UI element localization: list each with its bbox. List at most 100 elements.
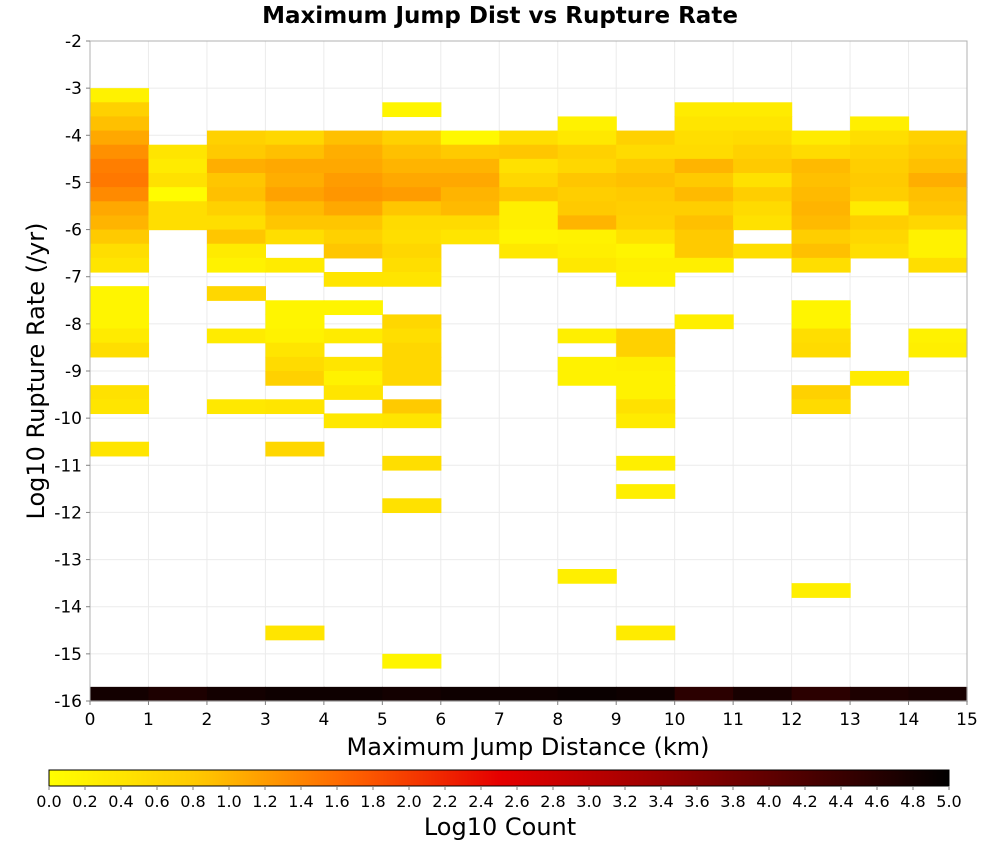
heatmap-cell bbox=[265, 300, 325, 316]
colorbar-ticks: 0.0 0.2 0.4 0.6 0.8 1.0 1.2 1.4 1.6 1.8 2.0 2.2 2.4 2… bbox=[36, 786, 962, 811]
heatmap-cell bbox=[908, 243, 968, 259]
heatmap-cell bbox=[616, 328, 676, 344]
heatmap-cell bbox=[616, 158, 676, 174]
colorbar-tick-label: 1.4 bbox=[288, 792, 313, 811]
heatmap-cell bbox=[265, 201, 325, 217]
heatmap-cell bbox=[499, 229, 559, 245]
y-axis-ticks: -2 -3 -4 -5 -6 -7 -8 -9 -10 -11 -12 -13 -14 -15 -16 bbox=[54, 32, 90, 712]
heatmap-cell bbox=[791, 187, 851, 202]
heatmap-cell bbox=[557, 215, 617, 231]
heatmap-cell bbox=[382, 158, 442, 174]
heatmap-cell bbox=[90, 116, 150, 132]
heatmap-cell bbox=[265, 686, 325, 702]
heatmap-cell bbox=[323, 173, 383, 188]
heatmap-cell bbox=[674, 201, 734, 217]
heatmap-cell bbox=[206, 243, 266, 259]
heatmap-cell bbox=[733, 201, 793, 217]
colorbar-tick-label: 1.2 bbox=[252, 792, 277, 811]
heatmap-cell bbox=[323, 229, 383, 245]
heatmap-cell bbox=[616, 229, 676, 245]
heatmap-cell bbox=[265, 399, 325, 415]
heatmap-cell bbox=[557, 371, 617, 386]
heatmap-cell bbox=[791, 144, 851, 160]
heatmap-cell bbox=[323, 413, 383, 429]
heatmap-cell bbox=[791, 201, 851, 217]
heatmap-cell bbox=[616, 371, 676, 386]
heatmap-cell bbox=[557, 356, 617, 372]
heatmap-cell bbox=[265, 625, 325, 641]
y-tick-label: -14 bbox=[54, 598, 82, 618]
heatmap-cell bbox=[850, 187, 910, 202]
heatmap-cell bbox=[791, 257, 851, 273]
heatmap-cell bbox=[440, 229, 500, 245]
heatmap-cell bbox=[440, 215, 500, 231]
heatmap-cell bbox=[90, 399, 150, 415]
heatmap-cell bbox=[850, 201, 910, 217]
y-tick-label: -7 bbox=[65, 268, 82, 288]
heatmap-cell bbox=[557, 173, 617, 188]
heatmap-cell bbox=[850, 686, 910, 702]
heatmap-cell bbox=[265, 441, 325, 457]
heatmap-cell bbox=[323, 371, 383, 386]
heatmap-cell bbox=[616, 243, 676, 259]
heatmap-cell bbox=[323, 686, 383, 702]
colorbar-tick-label: 4.0 bbox=[756, 792, 781, 811]
heatmap-cell bbox=[791, 686, 851, 702]
y-tick-label: -16 bbox=[54, 692, 82, 712]
heatmap-cell bbox=[557, 116, 617, 132]
heatmap-cell bbox=[323, 356, 383, 372]
heatmap-cell bbox=[382, 356, 442, 372]
heatmap-cell bbox=[382, 653, 442, 669]
colorbar-tick-label: 2.2 bbox=[432, 792, 457, 811]
colorbar-tick-label: 0.8 bbox=[180, 792, 205, 811]
heatmap-cell bbox=[265, 158, 325, 174]
heatmap-cell bbox=[499, 130, 559, 146]
heatmap-cell bbox=[206, 201, 266, 217]
x-tick-label: 11 bbox=[722, 710, 744, 730]
heatmap-cell bbox=[206, 686, 266, 702]
heatmap-cell bbox=[674, 257, 734, 273]
x-axis-ticks: 0 1 2 3 4 5 6 7 8 9 10 11 12 13 14 15 bbox=[85, 701, 978, 730]
heatmap-cell bbox=[733, 144, 793, 160]
colorbar-tick-label: 1.8 bbox=[360, 792, 385, 811]
heatmap-cell bbox=[90, 173, 150, 188]
heatmap-cell bbox=[674, 314, 734, 330]
colorbar-tick-label: 3.4 bbox=[648, 792, 673, 811]
heatmap-cell bbox=[382, 342, 442, 358]
heatmap-cell bbox=[90, 314, 150, 330]
heatmap-cell bbox=[206, 130, 266, 146]
colorbar-tick-label: 3.6 bbox=[684, 792, 709, 811]
heatmap-cell bbox=[557, 229, 617, 245]
heatmap-cell bbox=[265, 257, 325, 273]
heatmap-cell bbox=[440, 144, 500, 160]
colorbar-tick-label: 0.4 bbox=[108, 792, 133, 811]
colorbar-tick-label: 4.4 bbox=[828, 792, 853, 811]
heatmap-cell bbox=[90, 300, 150, 316]
heatmap-cell bbox=[791, 243, 851, 259]
heatmap-cell bbox=[382, 314, 442, 330]
heatmap-cell bbox=[382, 455, 442, 471]
heatmap-cell bbox=[616, 385, 676, 400]
heatmap-cell bbox=[382, 399, 442, 415]
colorbar-tick-label: 0.0 bbox=[36, 792, 61, 811]
heatmap-cell bbox=[791, 229, 851, 245]
heatmap-cell bbox=[791, 328, 851, 344]
heatmap-cell bbox=[557, 257, 617, 273]
heatmap-cell bbox=[382, 272, 442, 287]
heatmap-cell bbox=[265, 130, 325, 146]
heatmap-cell bbox=[382, 229, 442, 245]
heatmap-cell bbox=[733, 116, 793, 132]
x-tick-label: 4 bbox=[318, 710, 329, 730]
heatmap-cell bbox=[791, 300, 851, 316]
y-tick-label: -13 bbox=[54, 551, 82, 571]
y-tick-label: -12 bbox=[54, 503, 82, 523]
x-tick-label: 7 bbox=[494, 710, 505, 730]
heatmap-cell bbox=[323, 144, 383, 160]
colorbar-tick-label: 0.6 bbox=[144, 792, 169, 811]
y-tick-label: -5 bbox=[65, 173, 82, 193]
heatmap-cell bbox=[908, 130, 968, 146]
heatmap-cell bbox=[616, 201, 676, 217]
heatmap-cell bbox=[616, 130, 676, 146]
x-tick-label: 0 bbox=[85, 710, 96, 730]
colorbar-tick-label: 5.0 bbox=[936, 792, 961, 811]
